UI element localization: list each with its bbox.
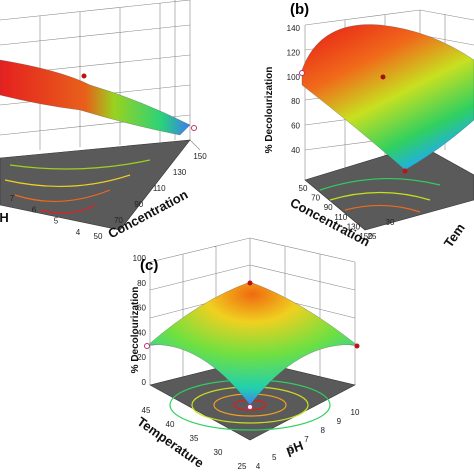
tick-label: 150 xyxy=(359,232,373,241)
tick-label: 30 xyxy=(386,218,395,227)
panel-b xyxy=(299,9,474,231)
axis-title: % Decolourization xyxy=(264,67,275,154)
tick-label: 25 xyxy=(368,232,377,241)
tick-label: 7 xyxy=(304,435,309,444)
tick-label: 6 xyxy=(288,444,293,453)
tick-label: 5 xyxy=(272,453,277,462)
panel-c xyxy=(144,237,360,441)
tick-label: 60 xyxy=(137,304,146,313)
point xyxy=(81,73,87,79)
tick-label: 60 xyxy=(291,122,300,131)
point xyxy=(354,343,360,349)
axis-title: % Decolourization xyxy=(130,287,141,374)
tick-label: 70 xyxy=(114,216,123,225)
surface xyxy=(0,59,191,136)
point xyxy=(247,404,253,410)
axis-title: Tem xyxy=(441,221,468,251)
tick-label: 40 xyxy=(137,328,146,337)
tick-label: 40 xyxy=(291,146,300,155)
tick-label: 4 xyxy=(76,228,81,237)
point xyxy=(247,280,253,286)
panel-a xyxy=(0,0,201,231)
tick-label: 0 xyxy=(142,378,147,387)
tick-label: 110 xyxy=(153,184,166,193)
tick-label: 150 xyxy=(193,152,207,161)
axis-title: H xyxy=(0,210,9,225)
tick-label: 10 xyxy=(351,408,360,417)
tick-label: 130 xyxy=(173,168,187,177)
tick-label: 130 xyxy=(347,222,361,231)
tick-label: 50 xyxy=(94,232,103,241)
tick-label: 9 xyxy=(337,417,342,426)
tick-label: 80 xyxy=(137,279,146,288)
point xyxy=(191,125,197,131)
tick-label: 25 xyxy=(238,462,247,471)
point xyxy=(299,70,305,76)
tick-label: 40 xyxy=(166,420,175,429)
panel-label: (c) xyxy=(140,257,158,274)
contours xyxy=(4,159,151,214)
tick-label: 8 xyxy=(320,426,325,435)
tick-label: 110 xyxy=(334,213,347,222)
tick-label: 90 xyxy=(324,203,333,212)
tick-label: 120 xyxy=(287,48,301,57)
point xyxy=(144,343,150,349)
tick-label: 4 xyxy=(256,462,261,471)
contours xyxy=(319,177,441,213)
point xyxy=(380,74,386,80)
tick-label: 5 xyxy=(54,217,59,226)
tick-label: 100 xyxy=(287,73,301,82)
point xyxy=(402,168,408,174)
tick-label: 30 xyxy=(214,448,223,457)
tick-label: 90 xyxy=(134,200,143,209)
surface xyxy=(301,24,474,171)
tick-label: 80 xyxy=(291,97,300,106)
tick-label: 100 xyxy=(133,254,147,263)
tick-label: 20 xyxy=(137,353,146,362)
tick-label: 35 xyxy=(190,434,199,443)
panel-label: (b) xyxy=(290,1,309,18)
tick-label: 45 xyxy=(142,406,151,415)
tick-label: 70 xyxy=(311,194,320,203)
tick-label: 7 xyxy=(10,194,15,203)
floor xyxy=(0,139,191,231)
tick-label: 50 xyxy=(299,184,308,193)
axis-title: pH xyxy=(284,438,305,458)
tick-label: 140 xyxy=(287,24,301,33)
tick-label: 6 xyxy=(32,205,37,214)
